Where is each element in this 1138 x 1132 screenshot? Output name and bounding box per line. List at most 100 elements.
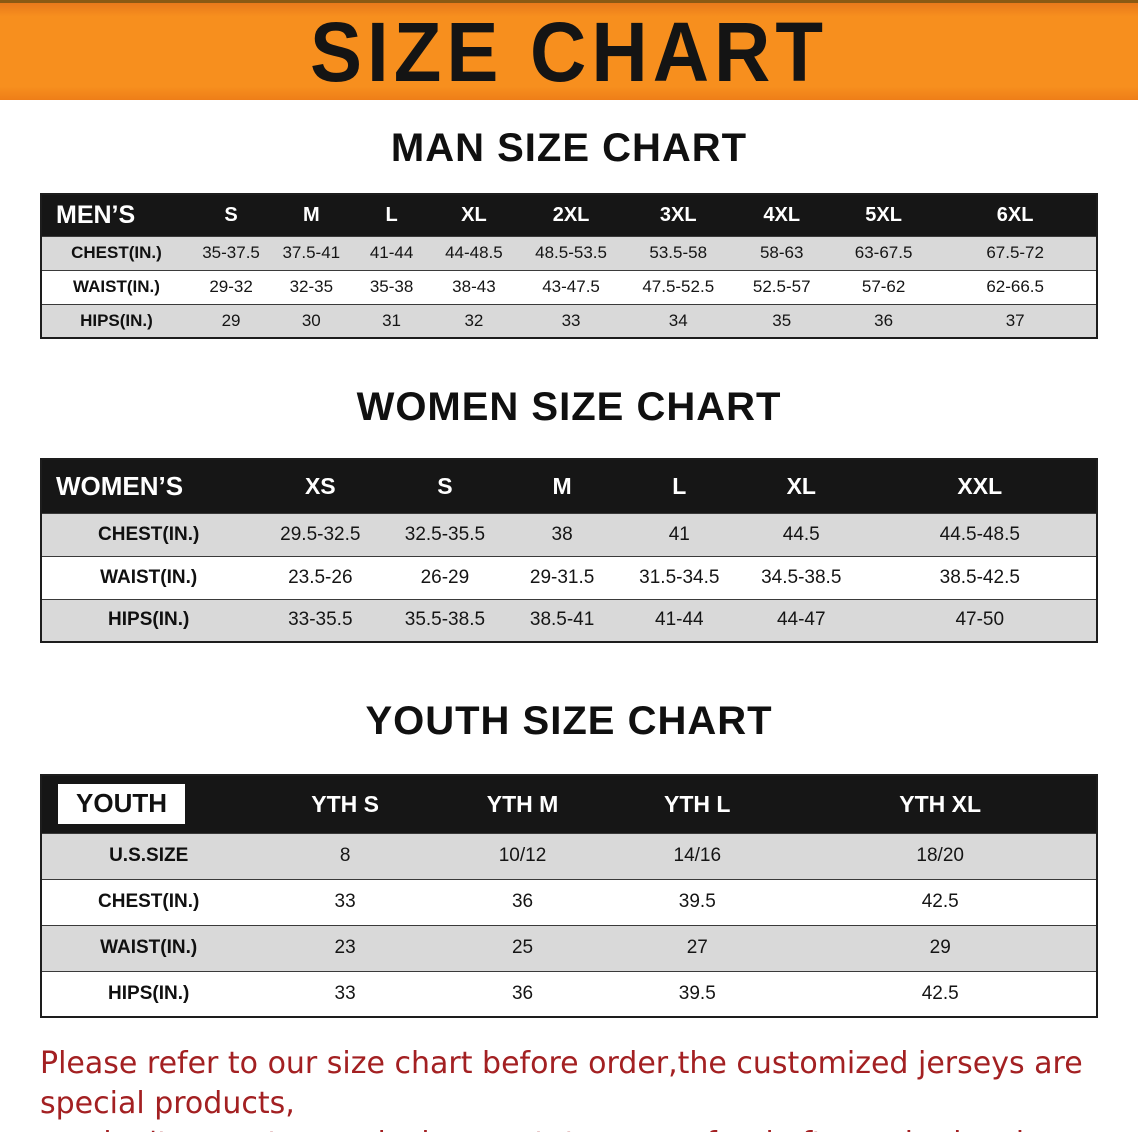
table-row: WAIST(IN.) 23.5-26 26-29 29-31.5 31.5-34.5 34…	[41, 556, 1097, 599]
size-value: 47-50	[955, 609, 1005, 631]
row-label: WAIST(IN.)	[100, 566, 198, 588]
youth-section-heading: YOUTH SIZE CHART	[365, 699, 773, 743]
table-row: HIPS(IN.) 33 36 39.5 42.5	[41, 971, 1097, 1017]
size-value: 41	[668, 523, 690, 545]
size-value: 32.5-35.5	[404, 523, 486, 545]
table-row: CHEST(IN.) 35-37.5 37.5-41 41-44 44-48.5 48.5…	[41, 236, 1097, 270]
column-header: S	[224, 203, 238, 226]
footer-disclaimer-line1: Please refer to our size chart before or…	[40, 1046, 1083, 1121]
table-header-row: MEN’S S M L XL 2XL 3XL 4XL 5XL 6XL	[41, 194, 1097, 236]
size-value: 39.5	[678, 891, 716, 912]
column-header: 6XL	[996, 203, 1034, 226]
table-row: HIPS(IN.) 33-35.5 35.5-38.5 38.5-41 41-44 44-…	[41, 599, 1097, 642]
size-value: 33	[334, 891, 356, 912]
size-value: 23.5-26	[288, 566, 353, 588]
page-title: SIZE CHART	[310, 3, 828, 100]
man-size-table: MEN’S S M L XL 2XL 3XL 4XL 5XL 6XL CHEST(IN.) 35-37…	[40, 193, 1098, 339]
row-label: WAIST(IN.)	[73, 277, 160, 296]
table-row: WAIST(IN.) 23 25 27 29	[41, 925, 1097, 971]
size-value: 36	[511, 982, 534, 1004]
size-value: 33-35.5	[288, 609, 353, 631]
size-value: 35	[772, 310, 792, 330]
youth-size-table: YOUTH YTH S YTH M YTH L YTH XL U.S.SIZE 8 10/12…	[40, 774, 1098, 1018]
size-value: 23	[334, 937, 356, 958]
size-value: 35-37.5	[202, 243, 260, 262]
column-header: L	[385, 203, 398, 226]
size-value: 44-48.5	[445, 243, 503, 262]
column-header: M	[552, 472, 572, 499]
size-value: 35.5-38.5	[404, 609, 486, 631]
column-header: XL	[461, 203, 487, 226]
table-title-cell: YOUTH	[41, 775, 255, 833]
women-size-table: WOMEN’S XS S M L XL XXL CHEST(IN.) 29.5-32.5 32.5…	[40, 458, 1098, 643]
size-value: 14/16	[673, 845, 722, 866]
size-value: 18/20	[916, 845, 964, 866]
size-value: 34.5-38.5	[761, 566, 842, 588]
banner: SIZE CHART	[0, 0, 1138, 100]
column-header: 5XL	[865, 203, 902, 226]
size-value: 37.5-41	[282, 243, 341, 262]
row-label: HIPS(IN.)	[108, 982, 190, 1004]
table-row: HIPS(IN.) 29 30 31 32 33 34 35 36 37	[41, 304, 1097, 338]
row-label: HIPS(IN.)	[80, 310, 153, 330]
footer-disclaimer: Please refer to our size chart before or…	[40, 1044, 1100, 1132]
size-value: 67.5-72	[986, 243, 1044, 262]
table-title-cell: WOMEN’S	[41, 459, 255, 513]
size-value: 38.5-41	[529, 609, 595, 631]
table-row: WAIST(IN.) 29-32 32-35 35-38 38-43 43-47.5 47.…	[41, 270, 1097, 304]
size-value: 58-63	[759, 243, 804, 262]
size-value: 37	[1005, 310, 1025, 330]
column-header: 2XL	[552, 203, 590, 226]
column-header: XXL	[957, 472, 1003, 499]
size-value: 35-38	[369, 277, 414, 296]
table-title-cell: MEN’S	[41, 194, 191, 236]
size-value: 42.5	[921, 982, 959, 1004]
row-label: HIPS(IN.)	[108, 609, 190, 631]
women-section-heading: WOMEN SIZE CHART	[356, 385, 782, 429]
size-value: 41-44	[369, 243, 414, 262]
size-value: 36	[511, 891, 534, 912]
table-header-row: YOUTH YTH S YTH M YTH L YTH XL	[41, 775, 1097, 833]
row-label: CHEST(IN.)	[98, 523, 200, 545]
column-header: YTH L	[664, 790, 731, 817]
row-label: WAIST(IN.)	[100, 937, 198, 958]
size-value: 29-32	[209, 277, 253, 296]
size-value: 48.5-53.5	[535, 243, 607, 262]
size-value: 41-44	[655, 609, 704, 631]
size-value: 29.5-32.5	[280, 523, 361, 545]
size-value: 8	[339, 845, 351, 866]
table-header-row: WOMEN’S XS S M L XL XXL	[41, 459, 1097, 513]
table-row: CHEST(IN.) 29.5-32.5 32.5-35.5 38 41 44.5 44.5…	[41, 513, 1097, 556]
man-section-heading: MAN SIZE CHART	[390, 126, 748, 170]
table-title-label: WOMEN’S	[56, 470, 184, 501]
size-value: 42.5	[921, 891, 959, 912]
size-value: 29	[221, 310, 241, 330]
column-header: XS	[304, 472, 336, 499]
size-value: 44.5	[782, 523, 820, 545]
table-title-label: YOUTH	[58, 784, 185, 825]
row-label: U.S.SIZE	[109, 845, 189, 866]
size-value: 10/12	[498, 845, 547, 866]
size-value: 25	[511, 937, 534, 958]
size-value: 29-31.5	[529, 566, 595, 588]
column-header: YTH S	[311, 790, 379, 817]
footer-disclaimer-line2: we don't accept cancel, change, teturn o…	[40, 1124, 1100, 1132]
size-value: 32	[464, 310, 484, 330]
size-value: 33	[334, 982, 356, 1004]
size-value: 44.5-48.5	[939, 523, 1020, 545]
column-header: XL	[786, 472, 816, 499]
size-value: 36	[874, 310, 894, 330]
table-row: CHEST(IN.) 33 36 39.5 42.5	[41, 879, 1097, 925]
size-value: 27	[686, 937, 708, 958]
table-title-label: MEN’S	[56, 200, 136, 229]
size-value: 26-29	[420, 566, 470, 588]
column-header: M	[302, 203, 320, 226]
size-value: 33	[561, 310, 581, 330]
column-header: YTH M	[486, 790, 559, 817]
size-value: 44-47	[776, 609, 826, 631]
size-value: 30	[301, 310, 321, 330]
size-value: 62-66.5	[986, 277, 1044, 296]
row-label: CHEST(IN.)	[71, 243, 162, 262]
size-value: 47.5-52.5	[642, 277, 715, 296]
